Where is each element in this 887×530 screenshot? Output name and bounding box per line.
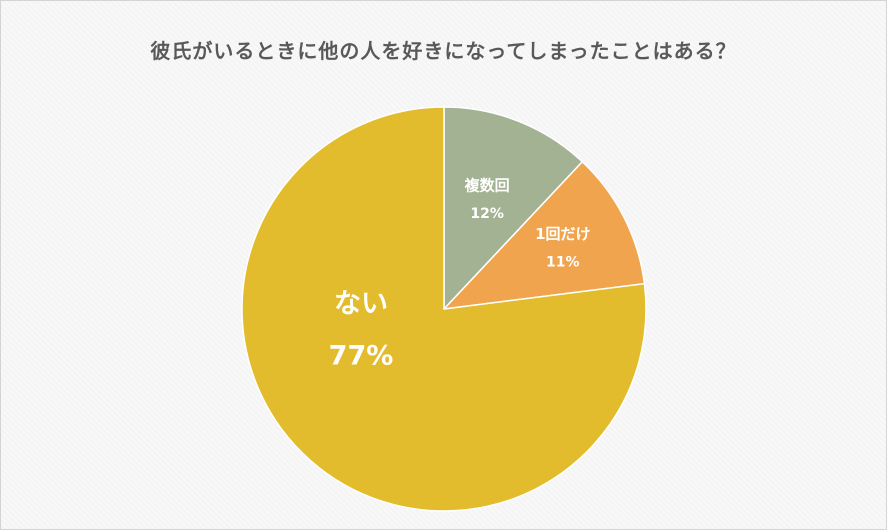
slice-value-1: 12% (470, 206, 504, 222)
slice-value-2: 11% (546, 254, 580, 270)
slice-value-3: 77% (329, 341, 394, 372)
pie-slice-2 (442, 160, 646, 311)
pie-slice-3 (241, 106, 647, 512)
slice-label-3: ない (334, 289, 388, 320)
pie-slices (241, 106, 647, 512)
chart-title: 彼氏がいるときに他の人を好きになってしまったことはある？ (150, 39, 737, 63)
pie-slice-1 (443, 106, 584, 311)
pie-labels: 複数回 12% 1回だけ 11% ない 77% (329, 177, 591, 372)
slice-label-1: 複数回 (464, 177, 510, 195)
slice-label-2: 1回だけ (535, 225, 590, 243)
